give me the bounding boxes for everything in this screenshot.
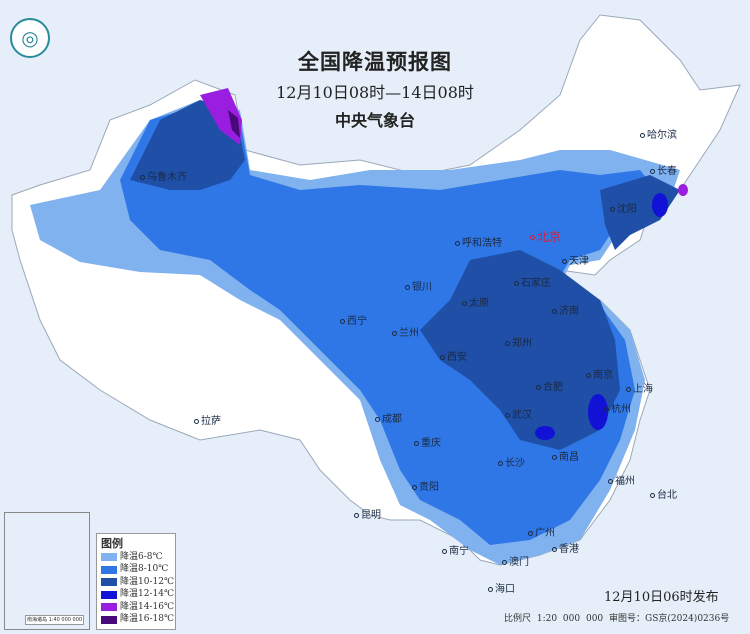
cooling-zone-12-14 [588,394,608,430]
legend-item: 降温8-10℃ [101,564,171,577]
city-label: 银川 [405,282,432,294]
map-scale: 比例尺 1:20 000 000 [504,614,604,624]
legend-item: 降温6-8℃ [101,551,171,564]
city-label: 北京 [530,230,561,244]
city-label: 长沙 [498,458,525,470]
legend-item: 降温10-12℃ [101,576,175,589]
inset-label: 南海诸岛 1:40 000 000 [25,615,85,625]
city-label: 郑州 [505,338,532,350]
city-label: 澳门 [502,557,529,569]
legend-label: 降温14-16℃ [120,601,175,612]
map-footer: 比例尺 1:20 000 000 审图号：GS京(2024)0236号 [504,614,729,625]
legend-item: 降温14-16℃ [101,601,175,614]
city-label: 西安 [440,352,467,364]
city-label: 拉萨 [194,416,221,428]
legend-label: 降温8-10℃ [120,564,169,575]
cooling-zone-12-14c [652,193,668,217]
city-label: 重庆 [414,438,441,450]
city-label: 长春 [650,166,677,178]
city-label: 石家庄 [514,278,551,290]
city-label: 台北 [650,490,677,502]
map-period: 12月10日08时—14日08时 [276,83,474,102]
city-label: 海口 [488,584,515,596]
city-label: 南宁 [442,546,469,558]
map-issuer: 中央气象台 [334,111,415,130]
city-label: 合肥 [536,382,563,394]
legend-swatch [101,590,117,599]
city-label: 广州 [528,528,555,540]
map-approval-number: 审图号：GS京(2024)0236号 [609,614,730,624]
city-label: 太原 [462,298,489,310]
city-label: 沈阳 [610,204,637,216]
legend-swatch [101,603,117,612]
legend-label: 降温12-14℃ [120,589,175,600]
legend-swatch [101,615,117,624]
legend-label: 降温16-18℃ [120,614,175,625]
legend-label: 降温10-12℃ [120,576,175,587]
city-label: 昆明 [354,510,381,522]
legend-label: 降温6-8℃ [120,551,163,562]
legend-swatch [101,565,117,574]
cooling-zone-14-16 [200,88,242,145]
legend-swatch [101,578,117,587]
city-label: 南京 [586,370,613,382]
city-label: 杭州 [604,404,631,416]
cooling-zone-14-16-ne [678,184,688,196]
map-title: 全国降温预报图 [298,49,452,74]
cooling-zone-12-14b [535,426,555,440]
city-label: 武汉 [505,410,532,422]
city-label: 贵阳 [412,482,439,494]
city-label: 哈尔滨 [640,130,677,142]
legend-title: 图例 [101,537,123,550]
legend-item: 降温12-14℃ [101,589,175,602]
city-label: 济南 [552,306,579,318]
city-label: 成都 [375,414,402,426]
city-label: 兰州 [392,328,419,340]
city-label: 上海 [626,384,653,396]
city-label: 香港 [552,544,579,556]
south-china-sea-inset: 南海诸岛 1:40 000 000 [4,512,90,630]
legend-item: 降温16-18℃ [101,614,175,627]
issue-time: 12月10日06时发布 [604,590,719,605]
legend-swatch [101,553,117,562]
city-label: 呼和浩特 [455,238,502,250]
city-label: 南昌 [552,452,579,464]
city-label: 天津 [562,256,589,268]
city-label: 乌鲁木齐 [140,172,187,184]
legend: 图例 降温6-8℃ 降温8-10℃ 降温10-12℃ 降温12-14℃ 降温14-16℃… [96,533,176,630]
cma-logo: ◎ [10,18,50,58]
city-label: 福州 [608,476,635,488]
cooling-zone-16-18 [228,110,240,138]
city-label: 西宁 [340,316,367,328]
